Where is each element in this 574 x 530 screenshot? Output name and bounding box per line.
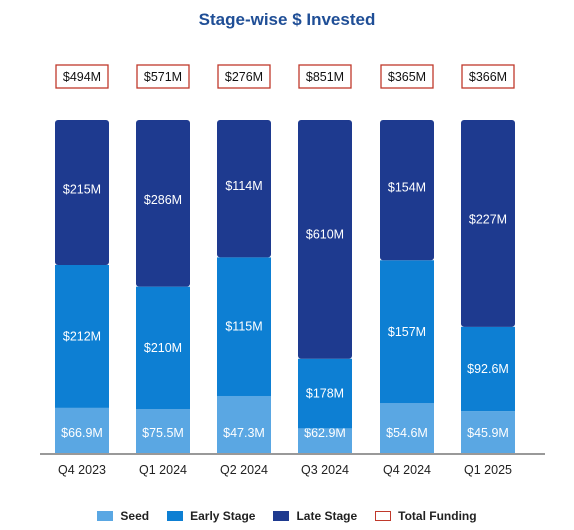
data-label-late-stage-q3-2024: $610M [306, 228, 344, 242]
legend-label-total-funding: Total Funding [398, 509, 477, 523]
x-tick-label-q4-2024: Q4 2024 [383, 463, 431, 477]
bar-segment-late-stage-q4-2024 [380, 120, 434, 261]
x-tick-label-q3-2024: Q3 2024 [301, 463, 349, 477]
legend-swatch-total-funding [375, 511, 392, 521]
total-funding-label-q4-2023: $494M [63, 70, 101, 84]
total-funding-box-q4-2024 [380, 64, 434, 89]
legend-item-early-stage: Early Stage [167, 509, 255, 523]
bar-segment-seed-q2-2024 [217, 395, 271, 453]
bar-segment-seed-q1-2025 [461, 411, 515, 453]
stacked-bar-chart: $66.9M $212M $215M $494M Q4 2023 $75.5M $210M $… [40, 64, 545, 477]
data-label-seed-q1-2024: $75.5M [142, 426, 184, 440]
x-tick-label-q1-2025: Q1 2025 [464, 463, 512, 477]
data-label-late-stage-q4-2024: $154M [388, 180, 426, 194]
legend: Seed Early Stage Late Stage Total Fundin… [0, 509, 574, 523]
data-label-seed-q1-2025: $45.9M [467, 426, 509, 440]
bar-segment-early-stage-q1-2024 [136, 286, 190, 410]
bar-segment-seed-q3-2024 [298, 428, 352, 453]
data-label-early-stage-q4-2024: $157M [388, 325, 426, 339]
bar-segment-early-stage-q2-2024 [217, 257, 271, 396]
legend-item-seed: Seed [97, 509, 149, 523]
bar-segment-seed-q4-2024 [380, 403, 434, 453]
legend-label-early-stage: Early Stage [190, 509, 256, 523]
bar-segment-seed-q4-2023 [55, 407, 109, 453]
legend-item-late-stage: Late Stage [273, 509, 357, 523]
data-label-early-stage-q2-2024: $115M [225, 320, 262, 334]
x-tick-label-q4-2023: Q4 2023 [58, 463, 106, 477]
legend-swatch-seed [97, 511, 114, 521]
data-label-late-stage-q4-2023: $215M [63, 183, 101, 197]
bar-segment-late-stage-q2-2024 [217, 120, 271, 258]
legend-swatch-late-stage [273, 511, 290, 521]
data-label-seed-q4-2024: $54.6M [386, 426, 428, 440]
total-funding-label-q1-2025: $366M [469, 70, 507, 84]
bar-segment-late-stage-q1-2025 [461, 120, 515, 327]
total-funding-label-q1-2024: $571M [144, 70, 182, 84]
data-label-seed-q3-2024: $62.9M [304, 426, 346, 440]
data-label-early-stage-q3-2024: $178M [306, 387, 344, 401]
data-label-seed-q2-2024: $47.3M [223, 426, 265, 440]
legend-label-seed: Seed [120, 509, 150, 523]
data-label-seed-q4-2023: $66.9M [61, 426, 103, 440]
data-label-late-stage-q1-2024: $286M [144, 193, 182, 207]
total-funding-label-q2-2024: $276M [225, 70, 263, 84]
data-label-early-stage-q1-2024: $210M [144, 341, 182, 355]
data-label-late-stage-q2-2024: $114M [225, 179, 262, 193]
x-tick-label-q1-2024: Q1 2024 [139, 463, 187, 477]
data-label-late-stage-q1-2025: $227M [469, 212, 507, 226]
total-funding-box-q1-2024 [136, 64, 190, 89]
bar-segment-late-stage-q3-2024 [298, 120, 352, 359]
total-funding-box-q3-2024 [298, 64, 352, 89]
data-label-early-stage-q1-2025: $92.6M [467, 362, 509, 376]
total-funding-label-q4-2024: $365M [388, 70, 426, 84]
bar-segment-early-stage-q1-2025 [461, 326, 515, 412]
total-funding-box-q2-2024 [217, 64, 271, 89]
legend-item-total-funding: Total Funding [375, 509, 477, 523]
chart-title: Stage-wise $ Invested [198, 10, 376, 29]
bar-segment-early-stage-q4-2024 [380, 260, 434, 404]
legend-label-late-stage: Late Stage [296, 509, 358, 523]
bar-segment-late-stage-q1-2024 [136, 120, 190, 287]
bar-segment-late-stage-q4-2023 [55, 120, 109, 265]
legend-swatch-early-stage [167, 511, 184, 521]
data-label-early-stage-q4-2023: $212M [63, 329, 101, 343]
total-funding-box-q1-2025 [461, 64, 515, 89]
x-tick-label-q2-2024: Q2 2024 [220, 463, 268, 477]
bar-segment-early-stage-q4-2023 [55, 264, 109, 408]
total-funding-box-q4-2023 [55, 64, 109, 89]
bar-segment-seed-q1-2024 [136, 409, 190, 453]
bar-segment-early-stage-q3-2024 [298, 358, 352, 429]
total-funding-label-q3-2024: $851M [306, 70, 344, 84]
